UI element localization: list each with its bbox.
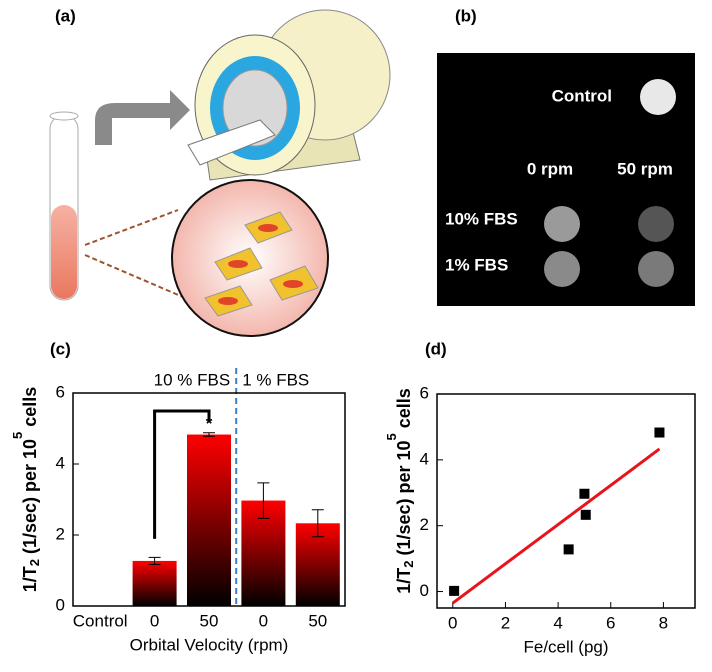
annotation: * [206,414,213,433]
y-tick-label: 4 [420,449,429,468]
panel-label: (c) [50,339,71,358]
y-tick-label: 0 [420,581,429,600]
panel-label: (b) [455,6,477,25]
annotation: 10 % FBS [154,370,231,389]
bracket [153,409,211,539]
y-axis-label-part: 2 [27,559,42,566]
y-axis-label-part: 2 [401,561,416,568]
y-tick-label: 2 [56,524,65,543]
x-axis-label: Fe/cell (pg) [523,637,608,656]
point [654,427,665,438]
x-tick-label: 6 [606,613,615,632]
x-tick-label: 2 [501,613,510,632]
illustration [49,9,391,337]
y-tick-label: 6 [420,383,429,402]
image-label: 10% FBS [445,209,518,228]
x-tick-label: 0 [448,613,457,632]
image-label: 50 rpm [617,159,673,178]
y-axis-label: 1/T2 (1/sec) per 105 cells [384,388,416,594]
x-tick-label: Control [73,611,128,630]
y-axis-label-part: 5 [10,432,25,439]
panel-label: (d) [425,339,447,358]
y-axis-label-part: (1/sec) per 10 [20,439,40,559]
y-axis-label: 1/T2 (1/sec) per 105 cells [10,387,42,593]
image-label: 1% FBS [445,255,508,274]
bar [132,560,177,606]
point [579,488,590,499]
x-axis-label: Orbital Velocity (rpm) [130,635,289,654]
error-bar [148,556,161,565]
error-bar [203,432,215,437]
y-axis-label-part: cells [20,387,40,432]
y-axis-label-part: 1/T [394,568,414,594]
point [580,509,591,520]
error-bar [311,509,324,538]
y-axis-label-part: (1/sec) per 10 [394,440,414,560]
x-tick-label: 4 [553,613,562,632]
y-tick-label: 6 [56,382,65,401]
y-axis-label-part: 5 [384,433,399,440]
y-axis-label-part: cells [394,388,414,433]
x-tick-label: 50 [308,611,327,630]
point [563,544,574,555]
mri-image: Control 0 rpm 50 rpm 10% FBS 1% FBS [437,53,695,306]
point [449,585,460,596]
y-tick-label: 0 [56,595,65,614]
y-tick-label: 4 [56,453,65,472]
x-tick-label: 8 [659,613,668,632]
x-tick-label: 0 [150,611,159,630]
y-tick-label: 2 [420,515,429,534]
panel-label: (a) [55,6,76,25]
image-label: Control [552,86,612,105]
plot-frame [436,393,696,609]
x-tick-label: 50 [200,611,219,630]
y-axis-label-part: 1/T [20,566,40,592]
plot-frame [72,392,346,607]
annotation: 1 % FBS [242,370,309,389]
bar [187,434,231,606]
image-label: 0 rpm [527,159,573,178]
error-bar [257,482,270,519]
x-tick-label: 0 [259,611,268,630]
fit-line [451,447,661,605]
